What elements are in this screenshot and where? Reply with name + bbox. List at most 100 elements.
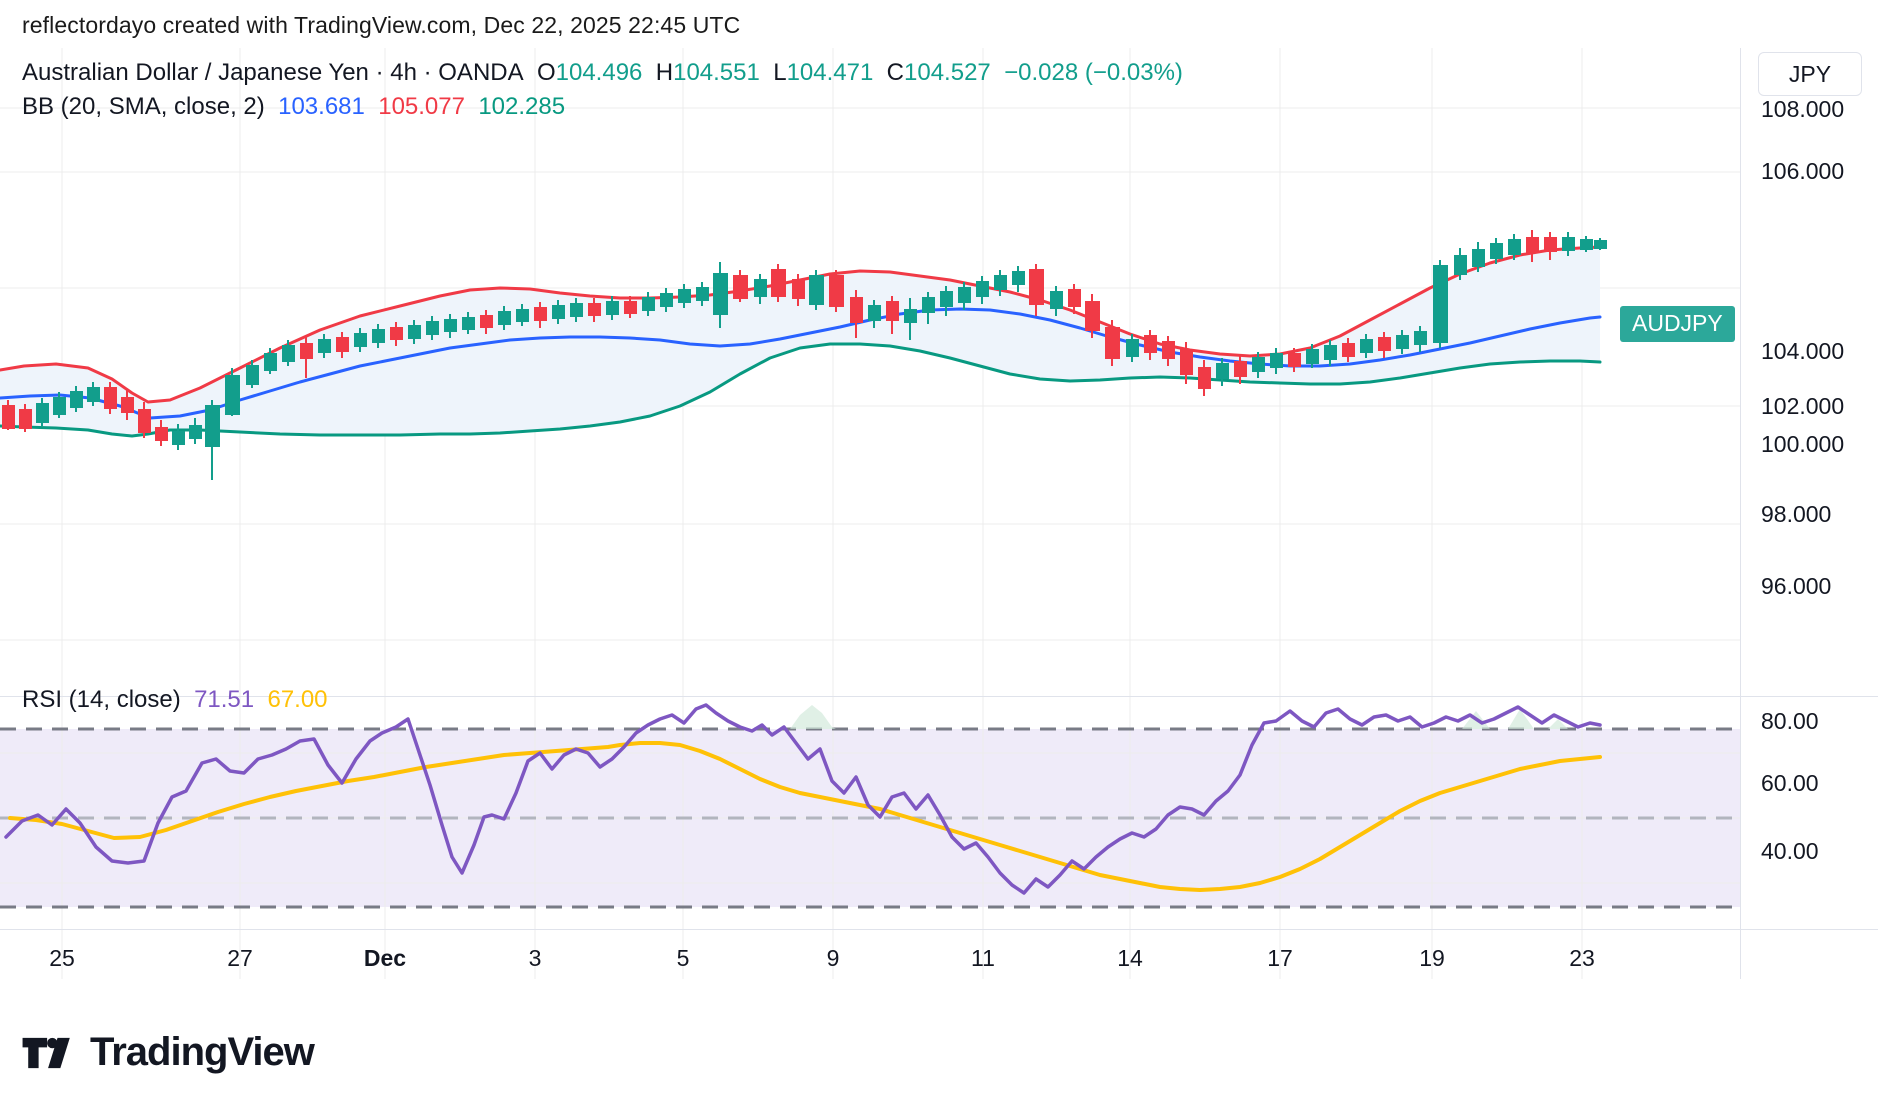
symbol-price-tag[interactable]: AUDJPY — [1620, 306, 1735, 342]
candle — [1526, 230, 1539, 262]
candle — [868, 300, 881, 328]
pane-separator[interactable] — [0, 696, 1878, 697]
candle — [225, 368, 240, 416]
candle — [19, 404, 32, 432]
candle — [172, 424, 185, 450]
time-label-11: 11 — [971, 945, 995, 971]
candle — [1180, 342, 1193, 384]
time-label-9: 9 — [826, 945, 840, 971]
candle — [733, 270, 748, 302]
candle — [462, 312, 475, 334]
candle — [1068, 284, 1081, 314]
time-axis[interactable]: 25 27 Dec 3 5 9 11 14 17 19 23 — [0, 929, 1878, 985]
price-axis-column[interactable]: JPY 108.000 106.000 104.000 102.000 100.… — [1740, 48, 1878, 979]
candle — [792, 274, 805, 306]
candle — [809, 270, 824, 310]
candle — [354, 328, 367, 352]
candle — [1162, 336, 1175, 366]
candle — [189, 418, 202, 444]
candle — [498, 306, 511, 330]
candle — [246, 360, 259, 388]
rsi-pane[interactable]: RSI (14, close) 71.51 67.00 — [0, 686, 1740, 979]
candle — [300, 336, 313, 378]
candle — [104, 382, 117, 414]
bb-basis-line — [0, 307, 1602, 420]
candle — [940, 286, 953, 316]
candle — [1580, 236, 1593, 252]
tradingview-logo[interactable]: TradingView — [22, 1030, 315, 1075]
candle — [1342, 338, 1355, 362]
candle — [1144, 330, 1157, 360]
axis-tick-100: 100.000 — [1761, 431, 1845, 457]
candle — [922, 292, 935, 324]
candle — [850, 290, 863, 338]
time-label-14: 14 — [1117, 945, 1143, 971]
candle — [994, 270, 1007, 296]
candle — [976, 276, 989, 304]
candle — [53, 392, 66, 418]
tradingview-wordmark: TradingView — [90, 1030, 315, 1074]
candle — [336, 332, 349, 358]
candle — [1085, 294, 1100, 338]
time-label-19: 19 — [1419, 945, 1445, 971]
candle — [36, 398, 49, 426]
candle — [390, 322, 403, 346]
rsi-tick-60: 60.00 — [1761, 770, 1819, 796]
price-chart-svg[interactable] — [0, 48, 1740, 696]
axis-tick-108: 108.000 — [1761, 96, 1845, 122]
candle — [1012, 266, 1025, 292]
candle — [408, 320, 421, 344]
candle — [1414, 326, 1427, 352]
candle — [1306, 344, 1319, 368]
time-label-17: 17 — [1267, 945, 1293, 971]
candle — [1029, 264, 1044, 316]
candle — [696, 282, 709, 306]
candle — [1360, 334, 1373, 358]
candle — [87, 382, 100, 406]
candle — [1126, 334, 1139, 362]
price-pane[interactable]: Australian Dollar / Japanese Yen · 4h · … — [0, 48, 1740, 696]
candle — [1288, 348, 1301, 372]
candle — [1472, 242, 1485, 272]
candle — [444, 314, 457, 338]
candle — [886, 296, 899, 334]
time-label-25: 25 — [49, 945, 75, 971]
time-axis-line — [0, 929, 1878, 930]
candle — [1544, 232, 1557, 260]
candle — [713, 262, 728, 328]
time-label-23: 23 — [1569, 945, 1595, 971]
candle — [205, 400, 220, 480]
chart-frame[interactable]: Australian Dollar / Japanese Yen · 4h · … — [0, 48, 1878, 979]
candle — [1105, 320, 1120, 366]
candle — [958, 282, 971, 310]
candle — [754, 274, 767, 304]
candle — [1396, 330, 1409, 354]
candle — [1508, 234, 1521, 260]
candle — [1378, 332, 1391, 358]
candle — [282, 340, 295, 366]
rsi-overbought-fill-2 — [1462, 709, 1568, 729]
rsi-tick-40: 40.00 — [1761, 838, 1819, 864]
axis-tick-98: 98.000 — [1761, 501, 1832, 527]
time-label-5: 5 — [676, 945, 690, 971]
candle — [678, 284, 691, 308]
time-label-3: 3 — [528, 945, 542, 971]
candle — [1198, 360, 1211, 396]
currency-badge[interactable]: JPY — [1758, 52, 1862, 96]
candle — [1324, 340, 1337, 366]
candle — [121, 390, 134, 420]
time-label-dec: Dec — [363, 945, 407, 971]
candle — [552, 300, 565, 324]
candle — [588, 298, 601, 322]
candle — [155, 420, 168, 446]
candle — [2, 400, 15, 430]
candle — [426, 316, 439, 340]
rsi-chart-svg[interactable] — [0, 697, 1740, 979]
time-label-27: 27 — [227, 945, 253, 971]
axis-tick-104: 104.000 — [1761, 338, 1845, 364]
candle — [1562, 232, 1575, 256]
candle — [1490, 238, 1503, 264]
candle — [904, 298, 917, 340]
axis-pane-separator — [1740, 696, 1878, 697]
candle — [1050, 286, 1063, 316]
